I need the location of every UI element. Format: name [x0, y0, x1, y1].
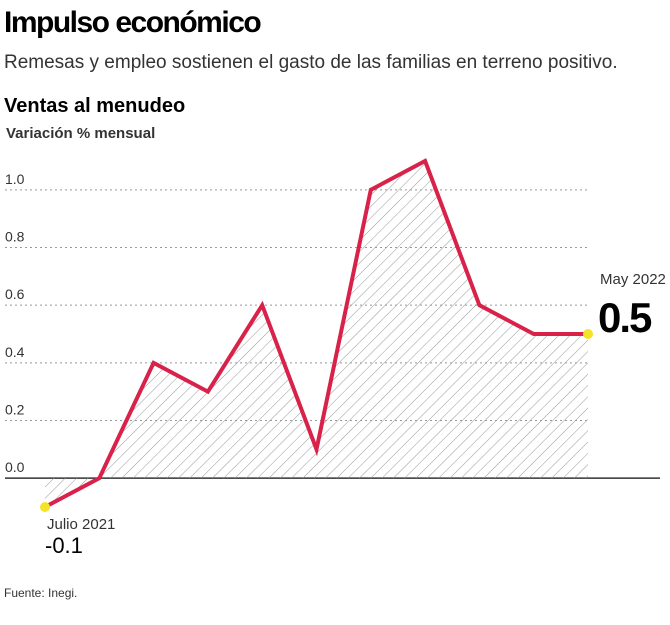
line	[44, 158, 588, 509]
area	[45, 161, 588, 507]
title: Impulso económico	[4, 6, 261, 39]
y-tick-label: 0.8	[5, 229, 25, 245]
y-axis-label: Variación % mensual	[6, 125, 155, 142]
category-label: Julio 2021	[47, 516, 115, 533]
y-tick-label: 0.2	[5, 402, 25, 418]
source: Fuente: Inegi.	[4, 586, 77, 600]
value-label: -0.1	[45, 533, 83, 558]
subtitle: Remesas y empleo sostienen el gasto de l…	[4, 52, 618, 73]
end-point	[40, 502, 50, 512]
chart-title: Ventas al menudeo	[4, 95, 185, 117]
y-tick-label: 0.4	[5, 344, 25, 360]
y-tick-label: 0.6	[5, 286, 25, 302]
y-tick-label: 1.0	[5, 171, 25, 187]
value-label: 0.5	[598, 294, 652, 341]
y-tick-label: 0.0	[5, 459, 25, 475]
end-point	[583, 329, 593, 339]
category-label: May 2022	[600, 271, 666, 288]
